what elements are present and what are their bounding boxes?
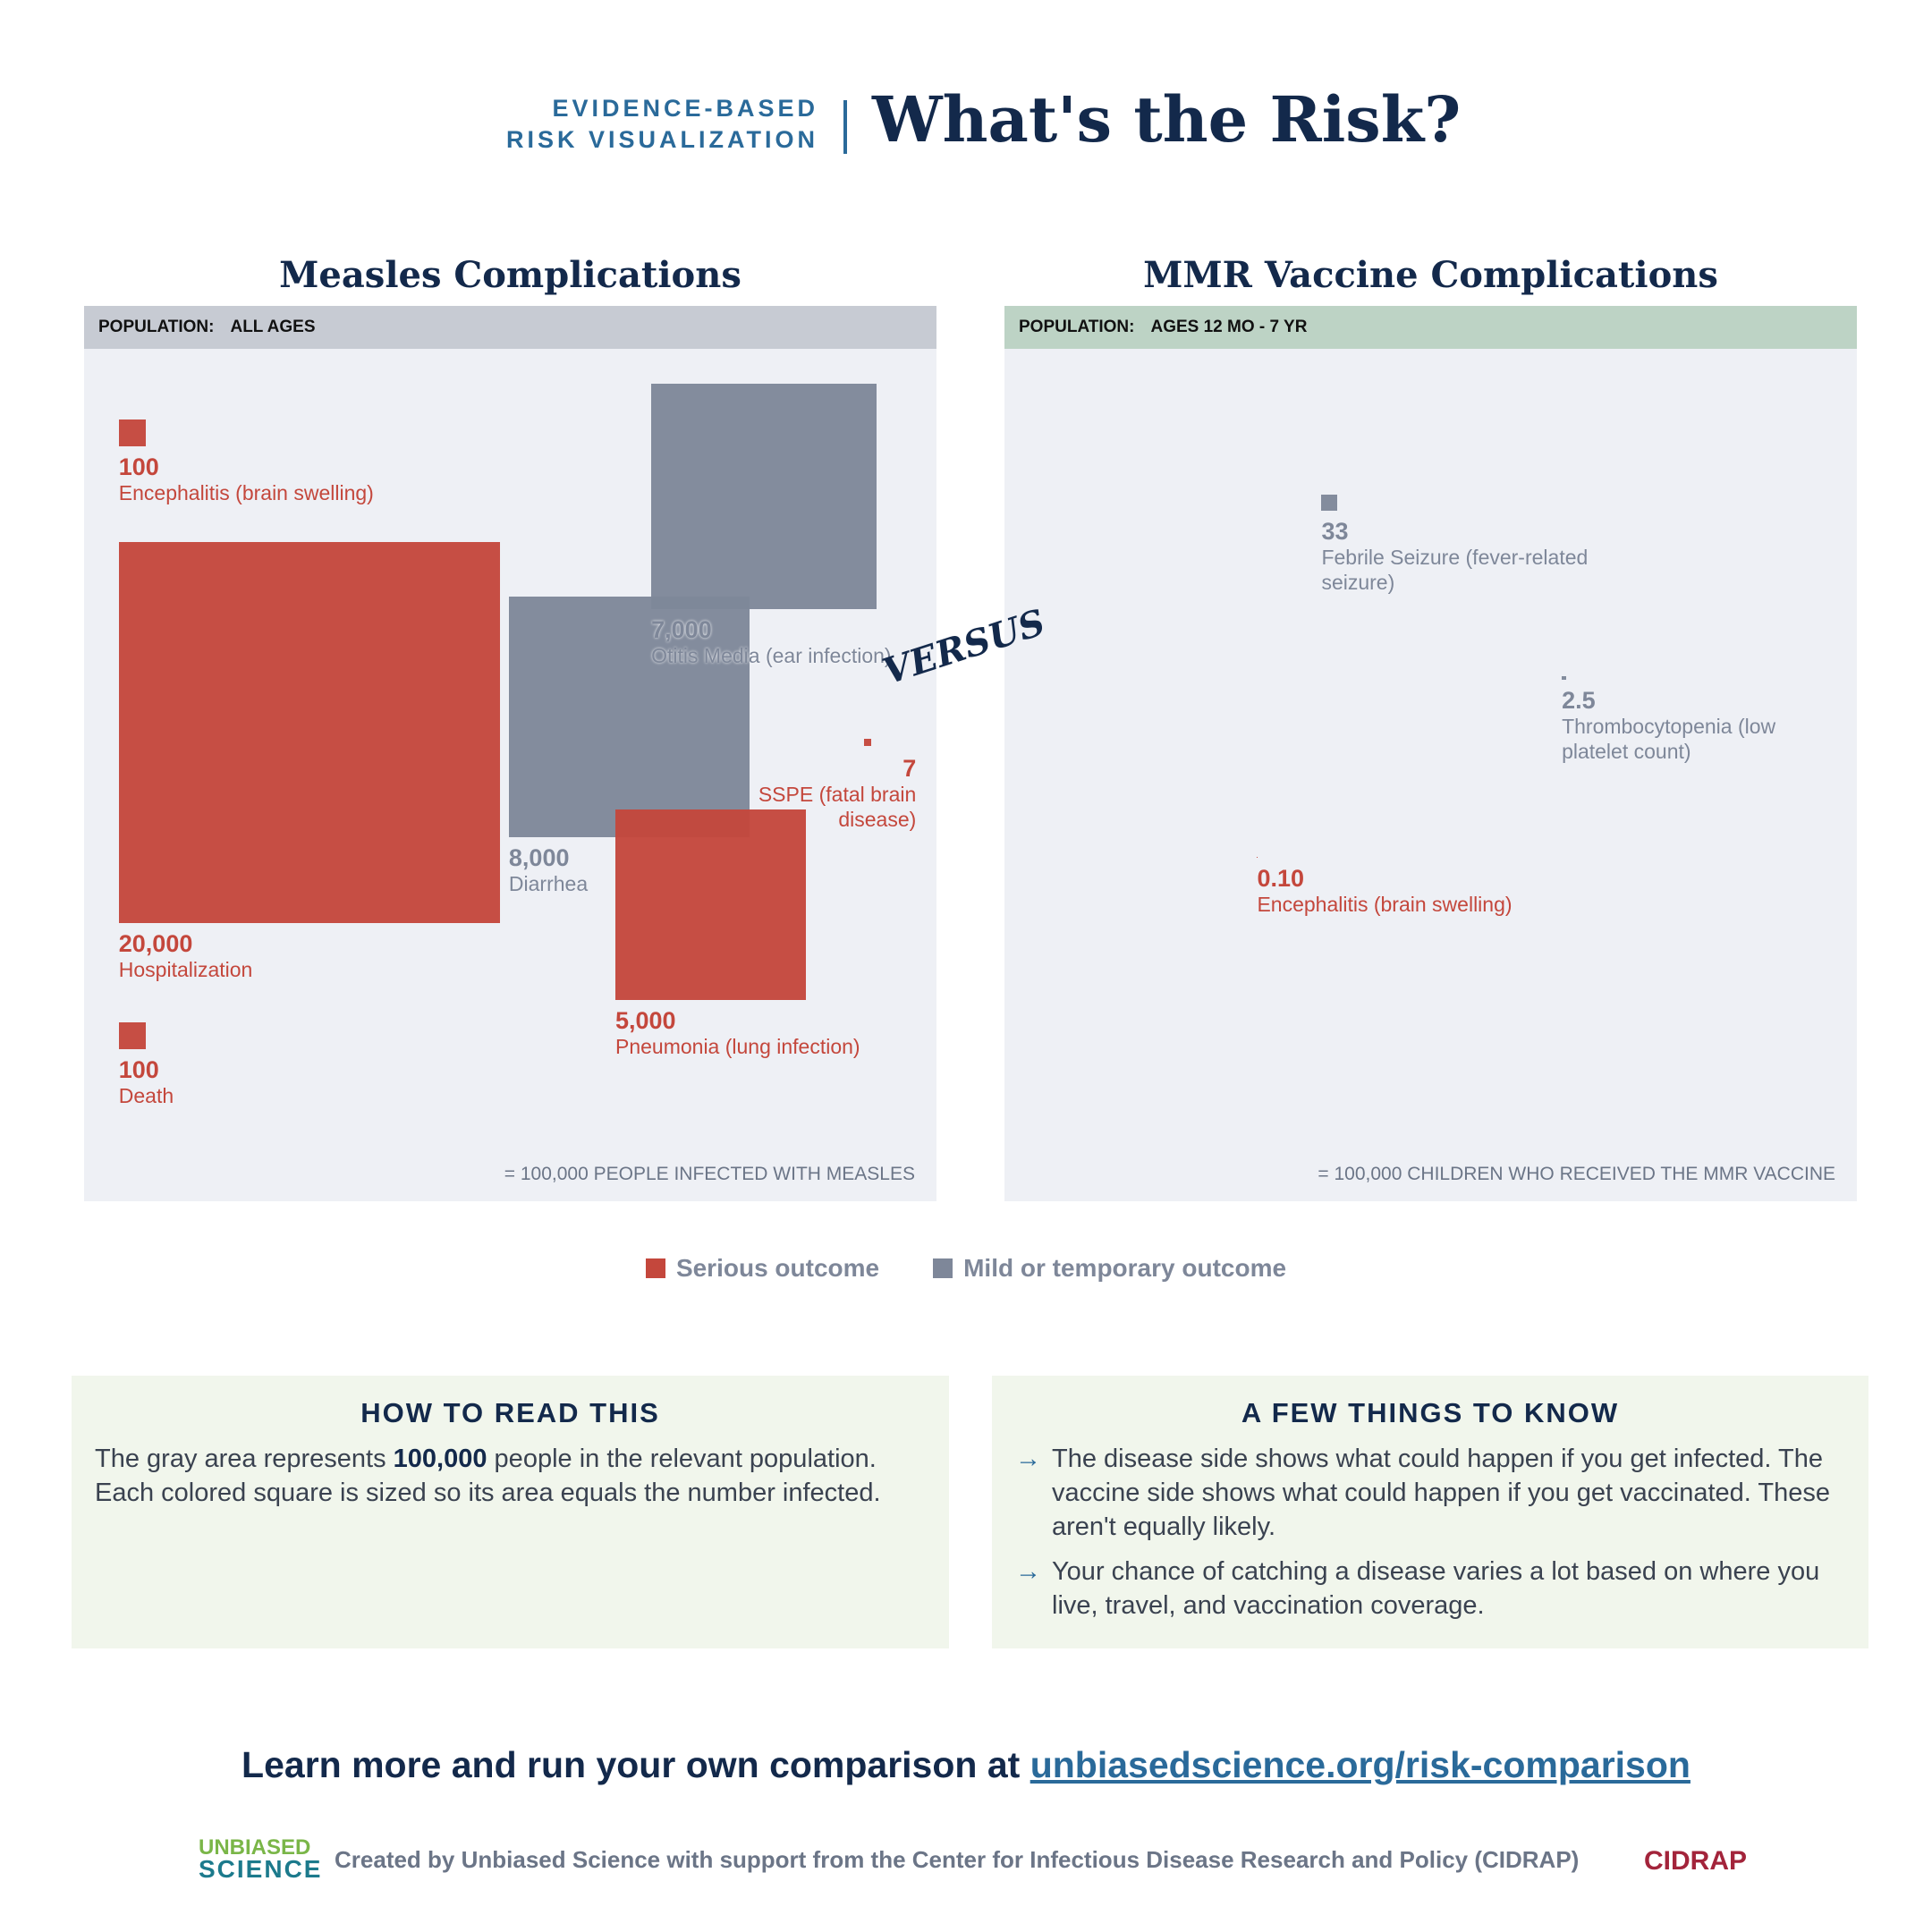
legend-item: Mild or temporary outcome <box>933 1254 1286 1283</box>
category-label: Pneumonia (lung infection) <box>614 1035 860 1059</box>
square-label: 0.10 Encephalitis (brain swelling) <box>1257 865 1628 917</box>
legend-label: Mild or temporary outcome <box>963 1254 1287 1282</box>
bullet-item: → Your chance of catching a disease varie… <box>1015 1555 1845 1623</box>
kicker-line: RISK VISUALIZATION <box>505 126 818 153</box>
logo: UNBIASED SCIENCE <box>199 1835 323 1883</box>
bullet-item: → The disease side shows what could happe… <box>1015 1442 1845 1544</box>
value-label: 7,000 <box>651 615 712 643</box>
population-label: POPULATION: <box>1019 318 1135 336</box>
category-label: Diarrhea <box>508 872 589 896</box>
legend-label: Serious outcome <box>675 1254 880 1282</box>
partner-logo: CIDRAP <box>1644 1846 1748 1876</box>
area-square <box>1321 495 1337 511</box>
panel-title: Measles Complications <box>279 254 741 296</box>
box-title: A FEW THINGS TO KNOW <box>1241 1397 1620 1428</box>
bullet-text: The disease side shows what could happen… <box>1052 1445 1830 1541</box>
population-bar: POPULATION: AGES 12 MO - 7 YR <box>1004 306 1857 349</box>
square-label: 33 Febrile Seizure (fever-related seizure… <box>1321 518 1643 595</box>
legend-swatch <box>645 1258 665 1278</box>
box-title: HOW TO READ THIS <box>360 1397 660 1428</box>
divider <box>843 100 847 154</box>
square-label: 100 Death <box>119 1056 367 1108</box>
kicker: EVIDENCE-BASED RISK VISUALIZATION <box>465 93 818 156</box>
bullet-text: Your chance of catching a disease varies… <box>1052 1557 1820 1620</box>
arrow: → <box>1015 1557 1041 1586</box>
square-label: 100 Encephalitis (brain swelling) <box>119 453 515 505</box>
population-value: AGES 12 MO - 7 YR <box>1150 318 1308 336</box>
footnote: = 100,000 CHILDREN WHO RECEIVED THE MMR … <box>1318 1164 1835 1184</box>
area-square <box>118 541 500 924</box>
things-to-know: A FEW THINGS TO KNOW → The disease side s… <box>992 1376 1868 1648</box>
footnote: = 100,000 PEOPLE INFECTED WITH MEASLES <box>504 1164 915 1184</box>
value-label: 2.5 <box>1562 687 1596 715</box>
box-body: → The disease side shows what could happe… <box>1015 1442 1845 1623</box>
text: people in the relevant population. Each … <box>95 1445 881 1507</box>
value-label: 0.10 <box>1257 864 1305 892</box>
category-label: SSPE (fatal brain disease) <box>758 783 917 832</box>
area-square <box>651 383 877 609</box>
population-value: ALL AGES <box>230 318 316 336</box>
legend-swatch <box>933 1258 953 1278</box>
population-bar: POPULATION: ALL AGES <box>84 306 936 349</box>
area-square <box>614 809 807 1001</box>
value-label: 20,000 <box>118 930 193 958</box>
square-label: 5,000 Pneumonia (lung infection) <box>615 1007 987 1059</box>
panel-title: MMR Vaccine Complications <box>1143 254 1718 296</box>
value-label: 100 <box>118 453 159 481</box>
logo-top: UNBIASED <box>199 1835 311 1860</box>
area-square <box>1562 675 1566 681</box>
category-label: Febrile Seizure (fever-related seizure) <box>1321 545 1589 594</box>
category-label: Thrombocytopenia (low platelet count) <box>1562 715 1776 764</box>
kicker-line: EVIDENCE-BASED <box>552 95 818 122</box>
value-label: 33 <box>1321 517 1349 545</box>
main-title: What's the Risk? <box>872 82 1462 157</box>
category-label: Encephalitis (brain swelling) <box>1257 892 1513 916</box>
category-label: Encephalitis (brain swelling) <box>118 481 374 505</box>
square-label: 2.5 Thrombocytopenia (low platelet count) <box>1562 687 1846 764</box>
square-label: 20,000 Hospitalization <box>119 930 515 982</box>
square-label: 7 SSPE (fatal brain disease) <box>742 755 916 832</box>
plot-area: 33 Febrile Seizure (fever-related seizure… <box>1004 349 1857 1201</box>
text: The gray area represents <box>95 1445 394 1473</box>
logo-bottom: SCIENCE <box>199 1855 323 1883</box>
area-square <box>1257 856 1258 858</box>
area-square <box>118 1022 146 1050</box>
credit: Created by Unbiased Science with support… <box>335 1846 1580 1873</box>
category-label: Death <box>118 1084 174 1108</box>
square-label: 7,000 Otitis Media (ear infection) <box>651 616 1047 668</box>
category-label: Otitis Media (ear infection) <box>651 643 892 667</box>
value-label: 5,000 <box>614 1007 676 1035</box>
box-body: The gray area represents 100,000 people … <box>95 1442 926 1510</box>
emphasis: 100,000 <box>393 1445 487 1473</box>
plot-area: 100 Encephalitis (brain swelling) 20,000 Ho… <box>84 349 936 1201</box>
area-square <box>864 739 872 747</box>
value-label: 7 <box>902 755 917 783</box>
category-label: Hospitalization <box>118 958 253 982</box>
legend: Serious outcome Mild or temporary outcome <box>0 1254 1932 1283</box>
cta-text: Learn more and run your own comparison a… <box>242 1744 1030 1785</box>
population-label: POPULATION: <box>98 318 215 336</box>
value-label: 8,000 <box>508 844 570 872</box>
how-to-read: HOW TO READ THIS The gray area represent… <box>72 1376 949 1648</box>
cta: Learn more and run your own comparison a… <box>0 1744 1932 1786</box>
arrow: → <box>1015 1445 1041 1473</box>
legend-item: Serious outcome <box>645 1254 880 1283</box>
value-label: 100 <box>118 1056 159 1084</box>
area-square <box>508 596 750 838</box>
area-square <box>118 419 146 447</box>
cta-link[interactable]: unbiasedscience.org/risk-comparison <box>1030 1744 1690 1785</box>
square-label: 8,000 Diarrhea <box>509 844 782 896</box>
